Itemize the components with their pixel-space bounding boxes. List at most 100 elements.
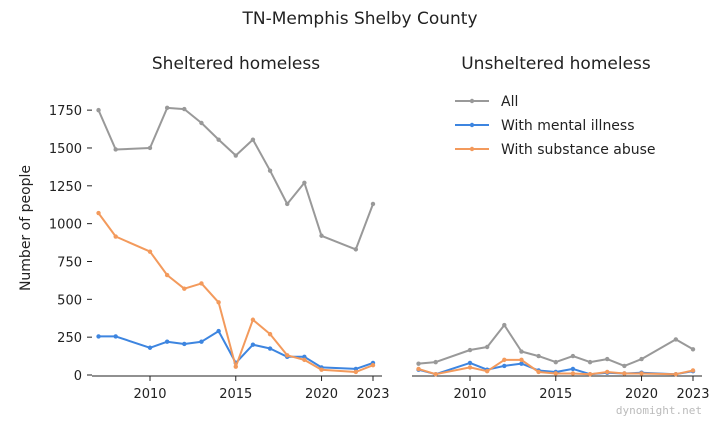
data-point-unsheltered-homeless-with-substance-abuse-2016 [570,371,576,376]
data-point-sheltered-homeless-with-substance-abuse-2011 [164,272,170,278]
data-point-sheltered-homeless-all-2022 [353,247,359,252]
data-point-sheltered-homeless-all-2019 [302,180,307,185]
data-point-unsheltered-homeless-all-2023 [690,347,696,352]
data-point-unsheltered-homeless-with-mental-illness-2013 [519,361,524,366]
data-point-sheltered-homeless-with-substance-abuse-2018 [285,353,290,358]
x-tick-label-unsheltered-homeless-2010: 2010 [453,387,486,402]
legend-marker-with-substance-abuse [469,146,475,152]
x-tick-label-sheltered-homeless-2023: 2023 [356,387,389,402]
y-axis-label: Number of people [18,165,34,291]
panel-title-sheltered: Sheltered homeless [152,54,320,74]
data-point-sheltered-homeless-with-substance-abuse-2012 [182,286,187,291]
y-tick-label-0: 0 [74,369,82,384]
data-point-unsheltered-homeless-all-2008 [433,359,438,365]
data-point-unsheltered-homeless-all-2012 [502,322,507,328]
data-point-unsheltered-homeless-with-substance-abuse-2011 [484,369,490,374]
data-point-unsheltered-homeless-all-2019 [622,363,627,369]
data-point-unsheltered-homeless-with-substance-abuse-2015 [553,371,558,376]
y-tick-label-1500: 1500 [49,142,82,157]
data-point-sheltered-homeless-all-2017 [267,168,273,173]
data-point-unsheltered-homeless-all-2011 [484,344,490,350]
data-point-sheltered-homeless-all-2008 [113,147,118,152]
y-tick-label-1000: 1000 [49,218,82,233]
data-point-unsheltered-homeless-all-2022 [673,337,679,342]
data-point-sheltered-homeless-with-substance-abuse-2019 [302,357,307,363]
data-point-sheltered-homeless-with-mental-illness-2022 [353,366,359,372]
data-point-sheltered-homeless-with-substance-abuse-2020 [319,367,324,372]
data-point-unsheltered-homeless-with-substance-abuse-2008 [433,372,438,377]
data-point-sheltered-homeless-with-substance-abuse-2010 [147,249,153,254]
legend-label-with-substance-abuse: With substance abuse [501,142,656,158]
x-tick-label-unsheltered-homeless-2020: 2020 [625,387,658,402]
series-line-unsheltered-homeless-all [418,324,694,367]
data-point-unsheltered-homeless-with-mental-illness-2016 [570,366,576,372]
data-point-unsheltered-homeless-with-substance-abuse-2013 [519,357,524,363]
legend-marker-all [469,98,475,104]
x-tick-label-unsheltered-homeless-2015: 2015 [539,387,572,402]
data-point-unsheltered-homeless-with-substance-abuse-2014 [536,369,541,375]
watermark: dynomight.net [616,404,702,417]
legend: All With mental illness With substance abu… [455,94,656,158]
data-point-sheltered-homeless-with-mental-illness-2011 [164,339,170,344]
legend-marker-with-mental-illness [469,122,475,128]
data-point-unsheltered-homeless-all-2014 [536,353,541,359]
data-point-unsheltered-homeless-with-substance-abuse-2019 [622,371,627,376]
data-point-sheltered-homeless-with-mental-illness-2007 [96,334,101,339]
data-point-sheltered-homeless-with-mental-illness-2017 [267,346,273,351]
x-tick-label-sheltered-homeless-2015: 2015 [219,387,252,402]
y-tick-label-500: 500 [57,293,82,308]
y-tick-label-750: 750 [57,255,82,270]
data-point-unsheltered-homeless-all-2010 [467,347,473,353]
data-point-sheltered-homeless-all-2013 [199,120,204,126]
data-point-unsheltered-homeless-with-substance-abuse-2017 [587,372,593,377]
data-point-unsheltered-homeless-all-2018 [605,356,610,362]
data-point-sheltered-homeless-with-substance-abuse-2017 [267,331,273,337]
data-point-sheltered-homeless-with-substance-abuse-2007 [96,210,101,216]
chart-marks: 2010 2015 2020 2023 0 250 500 750 1000 1250 1500 17… [49,104,710,402]
data-point-unsheltered-homeless-with-substance-abuse-2007 [416,366,421,372]
data-point-sheltered-homeless-all-2007 [96,107,101,113]
data-point-sheltered-homeless-with-mental-illness-2013 [199,339,204,344]
data-point-sheltered-homeless-with-mental-illness-2008 [113,334,118,339]
data-point-sheltered-homeless-all-2023 [370,201,376,207]
data-point-sheltered-homeless-with-mental-illness-2016 [250,342,256,347]
data-point-unsheltered-homeless-with-substance-abuse-2018 [605,369,610,375]
series-line-sheltered-homeless-with-substance-abuse [97,212,374,373]
data-point-unsheltered-homeless-with-mental-illness-2010 [467,360,473,366]
data-point-sheltered-homeless-with-mental-illness-2012 [182,341,187,347]
x-tick-label-sheltered-homeless-2020: 2020 [305,387,338,402]
data-point-unsheltered-homeless-with-substance-abuse-2020 [639,371,644,376]
data-point-unsheltered-homeless-all-2013 [519,349,524,354]
data-point-sheltered-homeless-all-2012 [182,106,187,112]
data-point-unsheltered-homeless-all-2015 [553,359,558,365]
data-point-unsheltered-homeless-with-substance-abuse-2023 [690,368,696,373]
data-point-unsheltered-homeless-with-substance-abuse-2022 [673,372,679,377]
legend-label-with-mental-illness: With mental illness [501,118,635,134]
y-tick-label-1750: 1750 [49,104,82,119]
data-point-unsheltered-homeless-all-2020 [639,356,644,362]
data-point-sheltered-homeless-all-2018 [285,201,290,207]
data-point-sheltered-homeless-all-2016 [250,137,256,142]
data-point-unsheltered-homeless-all-2007 [416,361,421,366]
data-point-sheltered-homeless-all-2010 [147,145,153,151]
panel-title-unsheltered: Unsheltered homeless [461,54,651,74]
data-point-sheltered-homeless-all-2011 [164,105,170,111]
y-tick-label-1250: 1250 [49,180,82,195]
data-point-sheltered-homeless-with-substance-abuse-2013 [199,281,204,286]
chart-title: TN-Memphis Shelby County [241,9,477,29]
y-tick-label-250: 250 [57,331,82,346]
data-point-sheltered-homeless-with-substance-abuse-2016 [250,317,256,322]
data-point-sheltered-homeless-with-mental-illness-2014 [216,328,221,334]
data-point-sheltered-homeless-all-2020 [319,233,324,238]
data-point-sheltered-homeless-with-substance-abuse-2015 [233,364,238,369]
data-point-sheltered-homeless-with-substance-abuse-2008 [113,234,118,239]
data-point-sheltered-homeless-all-2015 [233,153,238,158]
series-line-sheltered-homeless-all [97,106,374,251]
x-tick-label-sheltered-homeless-2010: 2010 [133,387,166,402]
data-point-sheltered-homeless-with-mental-illness-2010 [147,345,153,350]
data-point-sheltered-homeless-with-mental-illness-2019 [302,354,307,360]
data-point-sheltered-homeless-with-substance-abuse-2022 [353,369,359,375]
data-point-unsheltered-homeless-all-2017 [587,359,593,365]
